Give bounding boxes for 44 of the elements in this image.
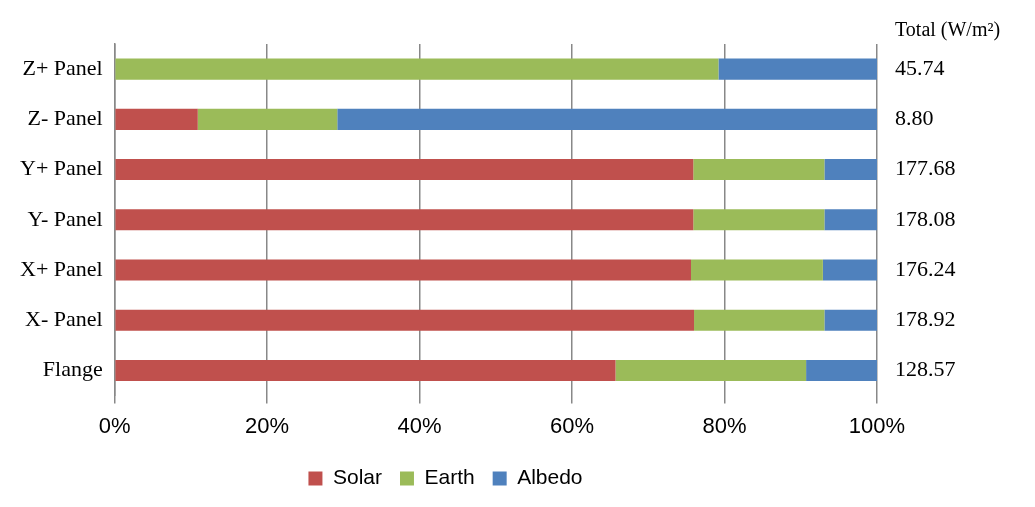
- text: 128.57: [895, 356, 956, 382]
- legend-label: Albedo: [517, 465, 583, 489]
- bar: [337, 108, 877, 130]
- bar: [690, 259, 823, 281]
- x-tick-label: 60%: [550, 412, 595, 438]
- y-tick-label: Y- Panel: [27, 205, 103, 231]
- bar: [615, 359, 807, 382]
- y-tick-label: Flange: [42, 356, 103, 382]
- bar: [115, 359, 616, 382]
- x-tick-label: 40%: [397, 412, 442, 438]
- bar: [693, 159, 825, 181]
- y-tick-label: X+ Panel: [20, 255, 103, 281]
- x-tick-label: 20%: [245, 412, 290, 438]
- bar: [115, 159, 694, 181]
- bar: [824, 309, 877, 331]
- legend-label: Earth: [424, 465, 475, 489]
- text: 176.24: [895, 255, 956, 281]
- bar: [115, 108, 198, 130]
- bar: [822, 259, 877, 281]
- bar: [824, 159, 877, 181]
- bar: [693, 209, 825, 231]
- x-tick-label: 100%: [848, 412, 906, 438]
- y-tick-label: Y+ Panel: [20, 155, 103, 181]
- bar: [824, 209, 877, 231]
- bar: [694, 309, 825, 331]
- text: 178.08: [895, 205, 956, 231]
- bar: [115, 259, 691, 281]
- y-tick-label: Z+ Panel: [22, 54, 103, 80]
- bar: [806, 359, 877, 382]
- bar: [197, 108, 338, 130]
- bar: [115, 58, 719, 80]
- x-tick-label: 0%: [98, 412, 131, 438]
- x-tick-label: 80%: [702, 412, 747, 438]
- legend-label: Solar: [332, 465, 382, 489]
- bar: [115, 209, 694, 231]
- y-tick-label: Z- Panel: [27, 105, 103, 131]
- text: Total (W/m²): [895, 18, 1001, 41]
- bar: [115, 309, 695, 331]
- text: 178.92: [895, 306, 956, 332]
- text: 177.68: [895, 155, 956, 181]
- text: 45.74: [895, 54, 945, 80]
- text: 8.80: [895, 105, 934, 131]
- bar: [718, 58, 877, 80]
- y-tick-label: X- Panel: [25, 306, 103, 332]
